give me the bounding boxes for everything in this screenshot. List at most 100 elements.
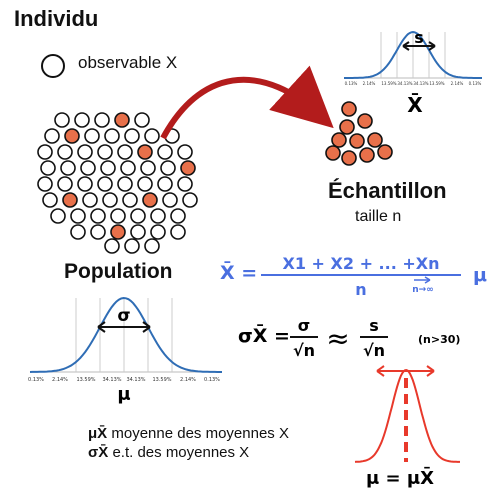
percent-label: 13.59% [152, 377, 171, 383]
population-individual [50, 208, 66, 224]
percent-label: 0.13% [204, 377, 220, 383]
population-individual [140, 160, 156, 176]
population-individual [157, 176, 173, 192]
population-individual [90, 224, 106, 240]
sigma-formula-note: (n>30) [418, 333, 460, 346]
mean-formula-limit: n→∞ [412, 285, 433, 295]
mean-formula-rhs: μ [473, 264, 487, 286]
percent-label: 13.59% [76, 377, 95, 383]
population-individual [104, 128, 120, 144]
percent-label: 34.13% [126, 377, 145, 383]
percent-label: 2.14% [52, 377, 68, 383]
population-individual [57, 176, 73, 192]
sample-circles [325, 101, 393, 166]
pop-curve [29, 296, 222, 373]
pop-spread-label: σ [117, 306, 130, 326]
percent-label: 2.14% [363, 81, 376, 86]
population-individual [40, 160, 56, 176]
population-individual [57, 144, 73, 160]
population-individual [150, 208, 166, 224]
population-individual [144, 238, 160, 254]
sample-spread-label: s [414, 28, 424, 47]
sigma-formula-den1: √n [293, 341, 315, 360]
percent-label: 13.59% [381, 81, 396, 86]
sampled-individual [137, 144, 153, 160]
population-individual [80, 160, 96, 176]
population-individual [122, 192, 138, 208]
mean-formula-denominator: n [355, 280, 366, 299]
sample-mean-label: X̄ [407, 93, 423, 117]
sampling-arrow [160, 65, 334, 140]
sigma-formula-den2: √n [363, 341, 385, 360]
sample-individual [357, 113, 373, 129]
population-individual [82, 192, 98, 208]
sample-individual [339, 119, 355, 135]
legend-line-mean: μX̄ moyenne des moyennes X [88, 425, 289, 442]
population-individual [177, 144, 193, 160]
percent-label: 34.13% [102, 377, 121, 383]
pop-mean-label: μ [117, 384, 130, 405]
sigma-formula-num2: s [369, 316, 379, 335]
population-individual [42, 192, 58, 208]
population-individual [162, 192, 178, 208]
pop-percent-labels: 0.13% 2.14% 13.59% 34.13% 34.13% 13.59% 2.14% 0… [28, 377, 220, 383]
percent-label: 34.13% [397, 81, 412, 86]
population-individual [170, 208, 186, 224]
percent-label: 0.13% [345, 81, 358, 86]
title: Individu [14, 6, 99, 31]
sample-curve [344, 30, 482, 79]
population-individual [137, 176, 153, 192]
population-individual [182, 192, 198, 208]
sample-individual [325, 145, 341, 161]
sigma-formula: σX̄ = σ √n ≈ s √n (n>30) [238, 316, 460, 360]
pop-dist-grid [75, 298, 173, 372]
population-individual [60, 160, 76, 176]
percent-label: 2.14% [451, 81, 464, 86]
population-individual [100, 160, 116, 176]
percent-label: 0.13% [28, 377, 44, 383]
population-individual [77, 176, 93, 192]
sampled-individual [142, 192, 158, 208]
population-individual [94, 112, 110, 128]
population-individual [160, 160, 176, 176]
population-individual [130, 208, 146, 224]
population-individual [124, 238, 140, 254]
population-individual [120, 160, 136, 176]
population-individual [54, 112, 70, 128]
legend-circle [41, 54, 65, 78]
sampled-individual [114, 112, 130, 128]
mean-formula-numerator: X1 + X2 + ... +Xn [283, 254, 440, 273]
population-circles [37, 112, 198, 254]
sample-individual [349, 133, 365, 149]
population-individual [84, 128, 100, 144]
population-individual [44, 128, 60, 144]
mean-formula: X̄ = X1 + X2 + ... +Xn n n→∞ μ [220, 254, 487, 299]
sample-individual [341, 101, 357, 117]
population-individual [144, 128, 160, 144]
percent-label: 0.13% [469, 81, 482, 86]
mean-formula-lhs: X̄ = [220, 261, 257, 284]
sigma-formula-lhs: σX̄ = [238, 324, 290, 347]
sampling-dist-label: μ = μX̄ [366, 467, 434, 489]
population-individual [130, 224, 146, 240]
population-distribution: σ 0.13% 2.14% 13.59% 34.13% 34.13% 13.59% 2.14… [28, 296, 222, 405]
sample-individual [331, 132, 347, 148]
population-individual [37, 144, 53, 160]
population-individual [90, 208, 106, 224]
population-individual [117, 144, 133, 160]
population-individual [117, 176, 133, 192]
population-individual [97, 144, 113, 160]
population-individual [150, 224, 166, 240]
population-individual [134, 112, 150, 128]
sigma-formula-num1: σ [298, 316, 310, 335]
population-individual [157, 144, 173, 160]
population-individual [37, 176, 53, 192]
population-individual [70, 224, 86, 240]
sample-individual [377, 144, 393, 160]
sampled-individual [180, 160, 196, 176]
population-individual [102, 192, 118, 208]
population-individual [170, 224, 186, 240]
sigma-formula-approx: ≈ [326, 322, 349, 355]
population-individual [110, 208, 126, 224]
percent-label: 13.59% [429, 81, 444, 86]
